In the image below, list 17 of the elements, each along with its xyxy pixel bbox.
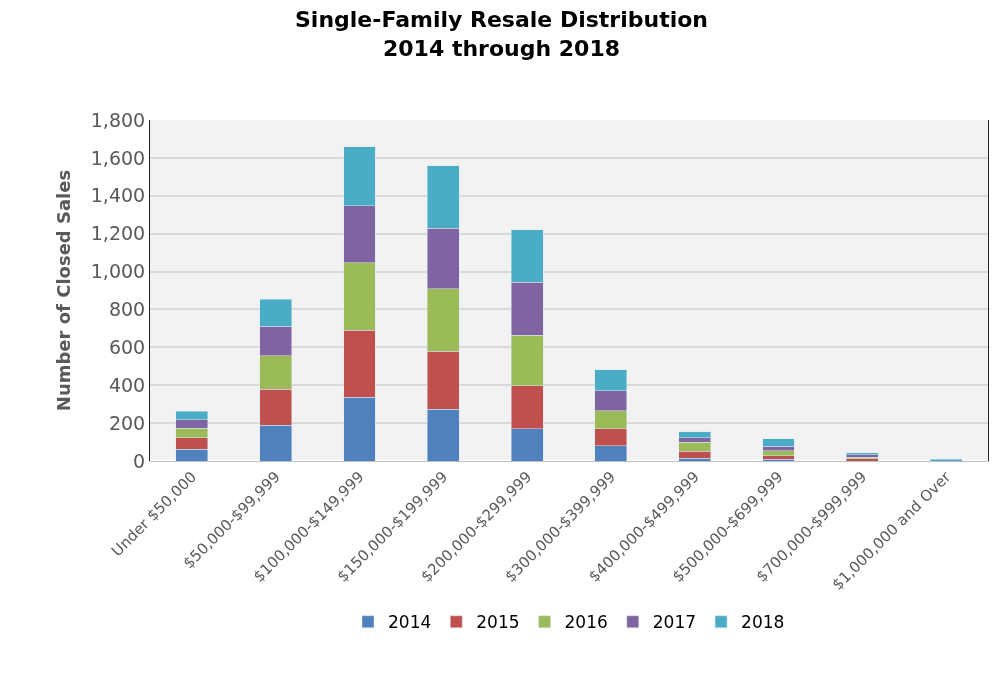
y-tick-label: 0 [133, 449, 146, 472]
legend-label: 2016 [564, 612, 608, 633]
legend-label: 2017 [652, 612, 697, 633]
y-tick-label: 600 [108, 335, 146, 358]
y-tick-label: 1,200 [90, 222, 146, 245]
y-axis-title: Number of Closed Sales [52, 169, 74, 412]
y-tick-label: 800 [108, 298, 146, 321]
chart-title: Single-Family Resale Distribution 2014 through 2018 [295, 7, 708, 61]
y-tick-label: 400 [108, 373, 146, 396]
legend-label: 2015 [476, 612, 520, 633]
legend-label: 2014 [388, 612, 432, 633]
y-tick-label: 1,400 [90, 184, 146, 207]
y-tick-label: 1,000 [90, 260, 146, 283]
y-tick-label: 200 [108, 411, 146, 434]
y-tick-label: 1,600 [90, 146, 146, 169]
legend-label: 2018 [741, 612, 785, 633]
y-tick-label: 1,800 [90, 108, 146, 131]
